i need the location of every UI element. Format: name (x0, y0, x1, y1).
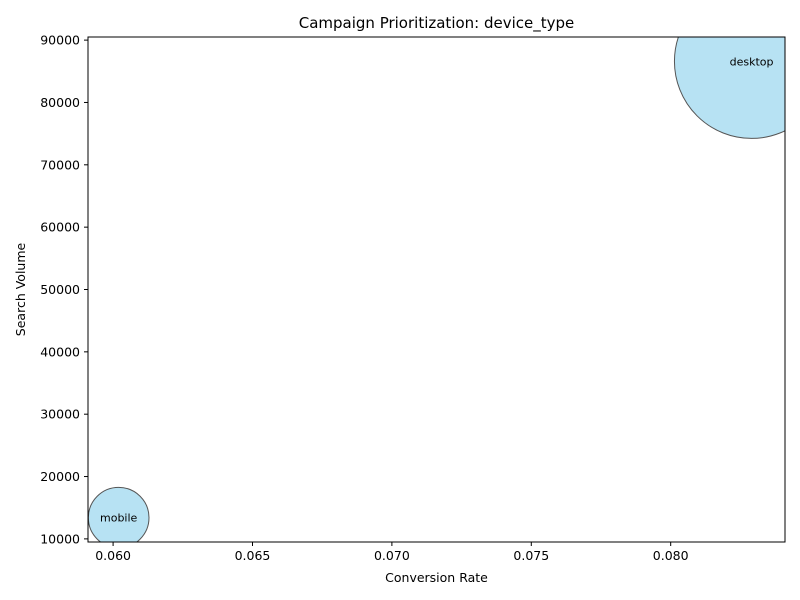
y-tick-label: 90000 (40, 33, 80, 48)
y-tick-label: 70000 (40, 157, 80, 172)
y-tick-label: 40000 (40, 344, 80, 359)
y-tick-label: 80000 (40, 95, 80, 110)
x-tick-label: 0.075 (513, 548, 549, 563)
y-tick-label: 30000 (40, 407, 80, 422)
x-tick-label: 0.070 (374, 548, 410, 563)
bubble-desktop (673, 37, 785, 139)
chart-title: Campaign Prioritization: device_type (299, 14, 575, 33)
x-axis-ticks: 0.060 0.065 0.070 0.075 0.080 (95, 542, 689, 563)
y-tick-label: 60000 (40, 220, 80, 235)
x-tick-label: 0.060 (95, 548, 131, 563)
plot-frame (87, 36, 786, 543)
y-tick-label: 10000 (40, 531, 80, 546)
bubble-label-desktop: desktop (730, 55, 774, 68)
y-axis-label: Search Volume (13, 242, 28, 336)
x-axis-label: Conversion Rate (385, 570, 488, 585)
y-tick-label: 50000 (40, 282, 80, 297)
y-axis-ticks: 10000 20000 30000 40000 50000 60000 70000 80000… (40, 33, 88, 546)
bubble-layer (88, 37, 785, 542)
bubble-label-mobile: mobile (100, 512, 138, 525)
x-tick-label: 0.065 (235, 548, 271, 563)
x-tick-label: 0.080 (653, 548, 689, 563)
y-tick-label: 20000 (40, 469, 80, 484)
